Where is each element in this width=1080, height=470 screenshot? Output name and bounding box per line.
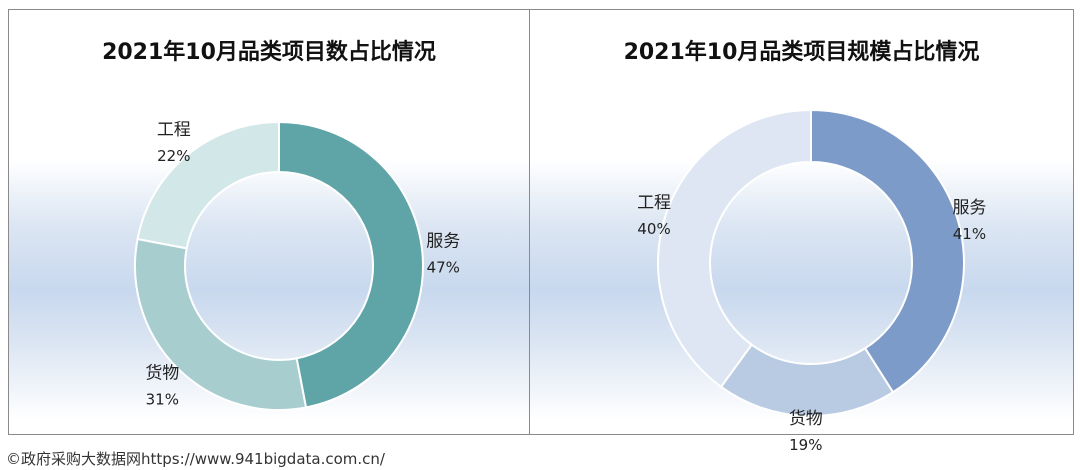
slice-label: 工程 — [637, 193, 671, 213]
slice-value-label: 22% — [157, 147, 190, 165]
slice-label: 货物 — [145, 364, 179, 384]
donut-slice-0 — [278, 120, 424, 409]
chart-title: 2021年10月品类项目数占比情况 — [102, 40, 436, 65]
donut-chart: 服务 41% 货物 19% 工程 40% — [637, 108, 986, 454]
slice-label: 货物 — [789, 409, 823, 429]
slice-label: 工程 — [157, 120, 191, 140]
slice-label: 服务 — [952, 198, 986, 218]
slice-value-label: 31% — [146, 391, 179, 409]
slice-value-label: 40% — [637, 220, 670, 238]
source-credit: ©政府采购大数据网https://www.941bigdata.com.cn/ — [6, 450, 385, 468]
slice-value-label: 47% — [427, 258, 460, 276]
chart-panel-project-count: 2021年10月品类项目数占比情况 服务 47% 货物 31% 工程 22% — [8, 9, 530, 435]
donut-slice-2 — [136, 120, 280, 250]
slice-value-label: 19% — [789, 436, 822, 454]
chart-panel-project-scale: 2021年10月品类项目规模占比情况 服务 41% 货物 19% 工程 40% — [529, 9, 1074, 454]
donut-slice-1 — [134, 237, 308, 411]
slice-label: 服务 — [426, 231, 460, 251]
donut-slice-1 — [719, 343, 895, 417]
slice-value-label: 41% — [953, 225, 986, 243]
donut-slice-2 — [657, 108, 812, 389]
chart-title: 2021年10月品类项目规模占比情况 — [623, 40, 980, 65]
donut-chart: 服务 47% 货物 31% 工程 22% — [134, 120, 460, 411]
donut-slice-0 — [810, 108, 965, 394]
